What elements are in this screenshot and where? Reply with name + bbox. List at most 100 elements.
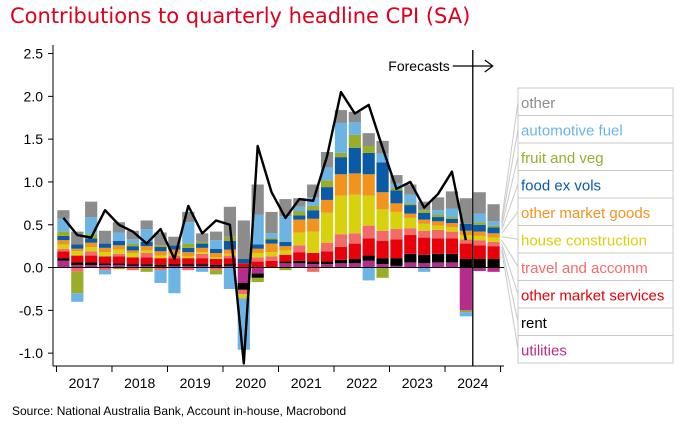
bar-other-market-goods-2019Q3 — [196, 247, 209, 253]
legend-pointer — [501, 243, 519, 295]
bar-utilities-2020Q1 — [223, 265, 237, 268]
bar-other-market-services-2020Q3 — [251, 261, 264, 268]
bar-travel-and-accomm-2022Q1 — [334, 234, 348, 248]
bar-house-construction-2023Q2 — [404, 217, 417, 229]
bar-travel-and-accomm-2020Q1 — [223, 255, 237, 259]
bar-rent-2017Q2 — [71, 262, 84, 265]
bar-utilities-2023Q4 — [431, 262, 445, 268]
bar-other-market-services-2019Q2 — [182, 258, 195, 265]
bar-travel-and-accomm-2024Q4 — [487, 241, 500, 247]
bar-automotive-fuel-2021Q2 — [293, 206, 306, 212]
bar-fruit-and-veg-2022Q4 — [376, 267, 389, 278]
bar-utilities-2024Q1 — [445, 262, 459, 268]
y-tick-label: 2.5 — [24, 46, 44, 62]
legend-pointer — [501, 250, 519, 350]
bar-travel-and-accomm-2018Q4 — [154, 267, 167, 271]
bar-food-ex-vols-2020Q1 — [223, 241, 237, 250]
bar-other-market-goods-2024Q2 — [459, 230, 472, 236]
bar-travel-and-accomm-2020Q4 — [265, 256, 278, 261]
bar-food-ex-vols-2018Q4 — [154, 247, 167, 252]
bar-travel-and-accomm-2021Q3 — [307, 267, 320, 272]
x-tick-label: 2022 — [346, 375, 377, 391]
headline-line — [62, 90, 468, 365]
bar-other-2018Q2 — [126, 230, 139, 240]
bar-utilities-2018Q2 — [126, 265, 139, 268]
bar-other-market-services-2020Q4 — [265, 260, 278, 268]
legend-pointer — [501, 129, 519, 224]
bar-fruit-and-veg-2019Q4 — [209, 270, 223, 275]
bar-rent-2024Q3 — [473, 259, 486, 268]
bar-travel-and-accomm-2017Q3 — [85, 251, 98, 256]
bar-house-construction-2024Q4 — [487, 237, 500, 242]
bar-other-market-goods-2022Q2 — [348, 173, 361, 195]
bar-rent-2021Q4 — [320, 261, 334, 265]
bar-rent-2017Q4 — [98, 263, 112, 265]
y-tick-label: 0.5 — [24, 217, 44, 233]
bar-utilities-2024Q2 — [459, 267, 472, 311]
bar-other-market-services-2018Q3 — [140, 257, 153, 265]
bar-food-ex-vols-2020Q4 — [265, 239, 278, 244]
bar-automotive-fuel-2020Q4 — [265, 233, 278, 238]
bar-automotive-fuel-2023Q3 — [418, 267, 431, 272]
bar-rent-2018Q3 — [140, 264, 153, 266]
bar-food-ex-vols-2018Q1 — [112, 241, 126, 246]
bar-automotive-fuel-2022Q2 — [348, 122, 361, 135]
legend-label-house-construction: house construction — [521, 232, 647, 249]
bar-utilities-2018Q1 — [112, 264, 126, 268]
bar-other-2020Q2 — [237, 220, 250, 259]
bar-other-market-goods-2023Q2 — [404, 213, 417, 218]
bar-rent-2018Q2 — [126, 264, 139, 266]
y-tick-label: 1.0 — [24, 174, 44, 190]
bar-food-ex-vols-2017Q3 — [85, 238, 98, 243]
legend-pointer — [501, 101, 519, 220]
bar-rent-2018Q1 — [112, 263, 126, 265]
bar-travel-and-accomm-2022Q3 — [362, 225, 375, 239]
bar-utilities-2021Q4 — [320, 264, 334, 268]
bar-rent-2022Q4 — [376, 258, 389, 265]
bar-rent-2024Q2 — [459, 259, 472, 268]
bar-house-construction-2019Q3 — [196, 252, 209, 254]
bar-utilities-2019Q2 — [182, 265, 195, 268]
bar-automotive-fuel-2020Q3 — [251, 214, 264, 245]
bar-automotive-fuel-2024Q4 — [487, 221, 500, 226]
bar-food-ex-vols-2023Q2 — [404, 205, 417, 214]
legend-box-other — [517, 87, 674, 116]
bar-utilities-2023Q1 — [390, 265, 403, 268]
bar-house-construction-2022Q3 — [362, 195, 375, 226]
bar-other-2017Q3 — [85, 201, 98, 218]
source-note: Source: National Australia Bank, Account… — [12, 404, 347, 418]
bar-utilities-2017Q2 — [71, 264, 84, 268]
bar-other-market-services-2024Q3 — [473, 245, 486, 259]
bar-utilities-2021Q1 — [279, 263, 292, 268]
legend-label-other-market-goods: other market goods — [521, 205, 650, 222]
bar-travel-and-accomm-2023Q4 — [431, 229, 445, 239]
bar-other-market-services-2017Q1 — [57, 251, 70, 259]
bar-travel-and-accomm-2019Q4 — [209, 267, 223, 271]
bar-fruit-and-veg-2024Q2 — [459, 310, 472, 313]
bar-travel-and-accomm-2019Q2 — [182, 267, 195, 271]
bar-utilities-2021Q2 — [293, 263, 306, 268]
bar-other-market-services-2018Q4 — [154, 258, 167, 265]
bar-house-construction-2024Q1 — [445, 227, 459, 232]
bar-rent-2022Q2 — [348, 259, 361, 264]
bar-other-2024Q3 — [473, 192, 486, 214]
bar-house-construction-2022Q1 — [334, 195, 348, 235]
legend-pointer — [501, 246, 519, 322]
bar-food-ex-vols-2022Q3 — [362, 152, 375, 175]
bar-house-construction-2024Q3 — [473, 235, 486, 241]
bar-fruit-and-veg-2019Q2 — [182, 243, 195, 248]
bar-other-2023Q2 — [404, 184, 417, 195]
bar-food-ex-vols-2024Q3 — [473, 224, 486, 232]
bar-travel-and-accomm-2018Q1 — [112, 253, 126, 257]
bar-food-ex-vols-2018Q2 — [126, 246, 139, 251]
bar-fruit-and-veg-2024Q3 — [473, 222, 486, 225]
bar-fruit-and-veg-2024Q1 — [445, 217, 459, 219]
bars-group — [57, 110, 500, 350]
bar-fruit-and-veg-2020Q3 — [251, 277, 264, 283]
bar-other-market-goods-2020Q4 — [265, 243, 278, 253]
forecast-label: Forecasts — [388, 58, 449, 74]
bar-house-construction-2021Q4 — [320, 212, 334, 243]
bar-other-2024Q1 — [445, 191, 459, 209]
bar-utilities-2024Q4 — [487, 267, 500, 272]
